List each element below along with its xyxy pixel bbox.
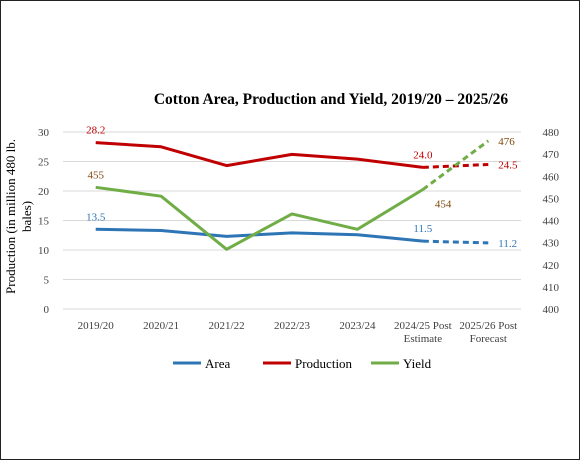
x-tick-label-line: 2024/25 Post [394, 320, 452, 332]
y2-tick-label: 450 [543, 193, 560, 205]
data-label-production: 24.5 [498, 159, 518, 171]
x-tick-label-line: 2023/24 [339, 320, 376, 332]
y-tick-label: 5 [44, 275, 50, 287]
data-labels: 13.5 11.5 11.2 28.2 24.0 24.5 455 454 476 [86, 125, 518, 250]
series-line-yield [95, 185, 424, 251]
legend-label-production: Production [295, 356, 353, 371]
y2-tick-label: 430 [543, 238, 560, 250]
y2-tick-label: 440 [543, 216, 560, 228]
x-axis-ticks: 2019/20 2020/21 2021/22 2022/23 2023/24 2024/… [78, 320, 517, 345]
y2-tick-label: 460 [543, 171, 560, 183]
y2-tick-label: 420 [543, 260, 560, 272]
data-label-yield: 454 [435, 199, 452, 211]
x-tick-label-line: 2020/21 [143, 320, 179, 332]
x-tick-label: 2019/20 [78, 320, 115, 332]
x-tick-label-line: 2019/20 [78, 320, 115, 332]
chart-title: Cotton Area, Production and Yield, 2019/… [154, 91, 509, 108]
data-label-yield: 455 [87, 169, 104, 181]
y-tick-label: 30 [38, 127, 50, 139]
x-tick-label: 2024/25 Post Estimate [394, 320, 452, 345]
data-label-area: 11.5 [413, 223, 432, 235]
series-line-production [95, 141, 424, 169]
y-axis-label: Production (in million 480 lb.bales) [3, 139, 34, 294]
y-tick-label: 25 [38, 157, 50, 169]
data-label-area: 13.5 [86, 211, 106, 223]
y2-tick-label: 410 [543, 282, 560, 294]
y2-tick-label: 470 [543, 149, 560, 161]
x-tick-label: 2022/23 [274, 320, 311, 332]
x-tick-label: 2025/26 Post Forecast [459, 320, 517, 345]
y-tick-label: 20 [38, 186, 50, 198]
data-label-area: 11.2 [498, 238, 517, 250]
x-tick-label-line: 2022/23 [274, 320, 311, 332]
y-tick-label: 10 [38, 245, 50, 257]
y-tick-label: 15 [38, 216, 50, 228]
series-lines [95, 139, 490, 251]
y-axis-ticks: 0 5 10 15 20 25 30 [38, 127, 50, 316]
x-tick-label-line: 2021/22 [209, 320, 245, 332]
x-tick-label-line: Forecast [470, 333, 507, 345]
y2-tick-label: 400 [543, 304, 560, 316]
x-tick-label-line: Estimate [404, 333, 443, 345]
legend: Area Production Yield [173, 356, 432, 371]
y2-axis-ticks: 400 410 420 430 440 450 460 470 480 [543, 127, 560, 316]
gridlines [63, 131, 521, 310]
data-label-production: 28.2 [86, 125, 105, 137]
y2-tick-label: 480 [543, 127, 560, 139]
y-axis-label-line: bales) [19, 201, 34, 232]
x-tick-label-line: 2025/26 Post [459, 320, 517, 332]
x-tick-label: 2023/24 [339, 320, 376, 332]
y-tick-label: 0 [44, 304, 50, 316]
x-tick-label: 2021/22 [209, 320, 245, 332]
y-axis-label-line: Production (in million 480 lb. [3, 139, 18, 294]
data-label-yield: 476 [498, 136, 515, 148]
series-forecast-yield [421, 139, 490, 191]
legend-label-area: Area [205, 356, 230, 371]
legend-label-yield: Yield [403, 356, 432, 371]
data-label-production: 24.0 [413, 149, 433, 161]
series-line-area [95, 227, 424, 243]
series-forecast-area [422, 239, 489, 245]
x-tick-label: 2020/21 [143, 320, 179, 332]
